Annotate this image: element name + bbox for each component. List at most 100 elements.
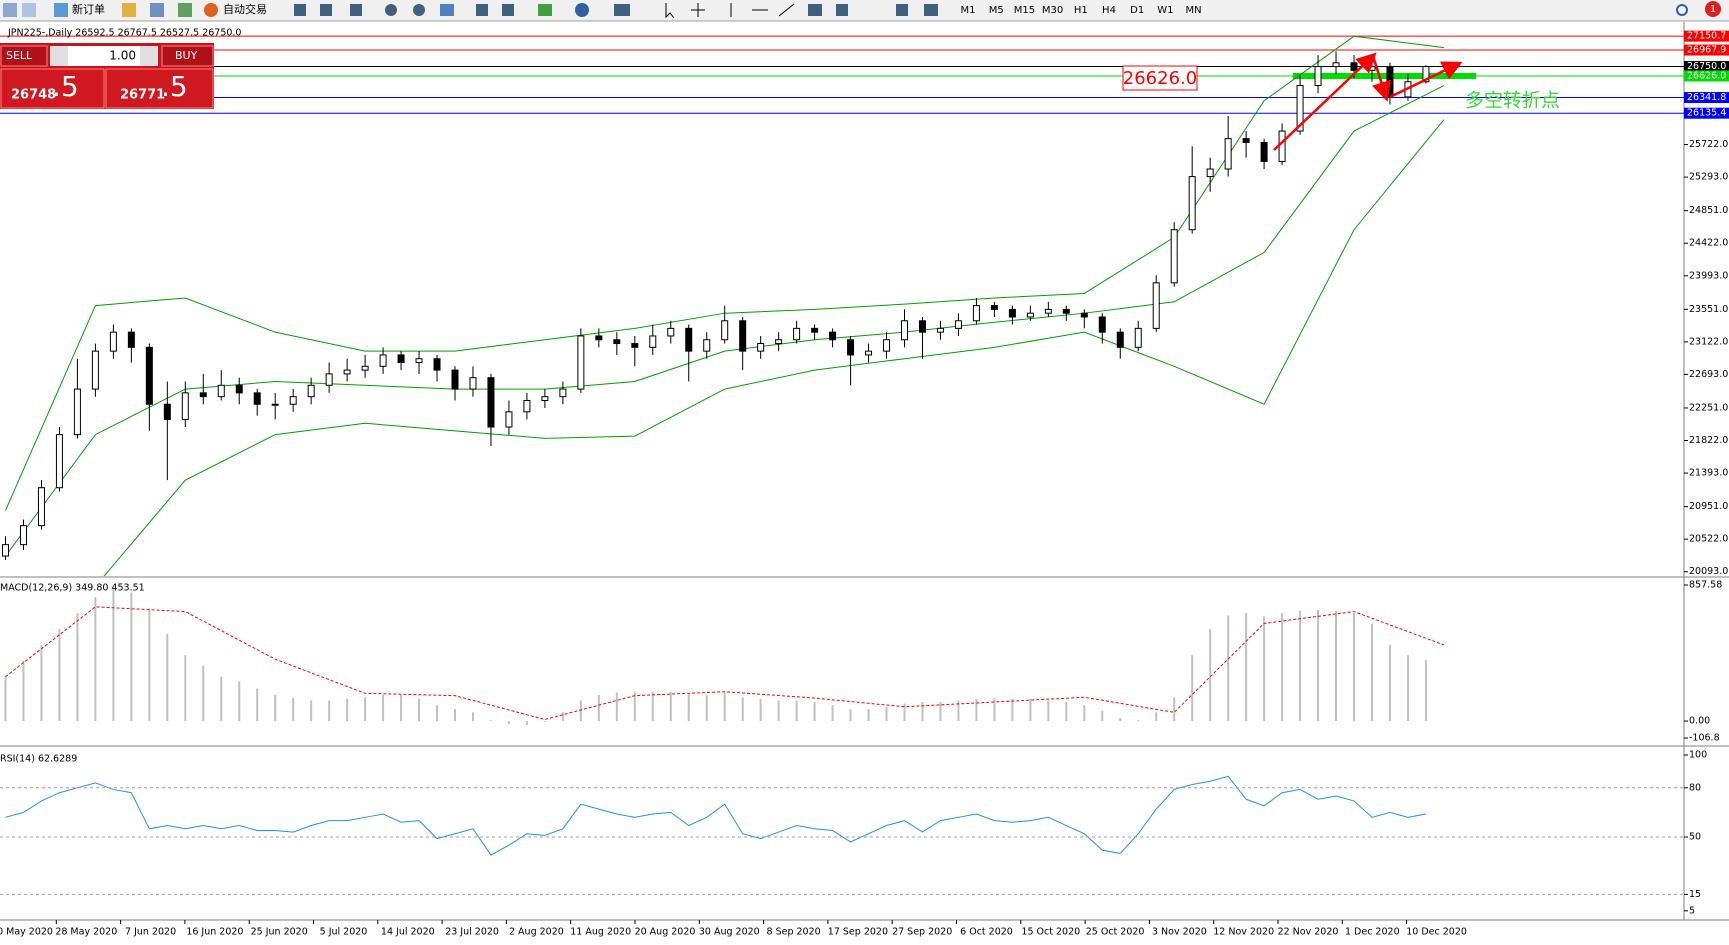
cursor-tool[interactable] <box>665 3 675 19</box>
candle-body <box>757 343 765 352</box>
y-tick-label: 21822.0 <box>1689 435 1728 446</box>
buy-price-box[interactable] <box>105 68 214 109</box>
timeframe-button[interactable]: M1 <box>961 5 976 16</box>
candle-body <box>865 350 873 356</box>
tool-icon[interactable] <box>836 4 848 16</box>
arrow-annotation <box>1273 52 1377 151</box>
buy-button[interactable] <box>161 45 214 67</box>
crosshair-tool[interactable] <box>691 3 705 17</box>
one-click-trading: SELL 1.00 BUY 26748 .5 26771 .5 <box>0 43 214 109</box>
tool-icon[interactable] <box>896 4 908 16</box>
timeframe-button[interactable]: MN <box>1186 5 1202 16</box>
candle-body <box>649 335 657 348</box>
x-tick-label: 25 Oct 2020 <box>1086 927 1145 938</box>
search-icon[interactable] <box>1676 4 1688 16</box>
toolbar-icon[interactable] <box>22 3 36 17</box>
sell-price-box[interactable] <box>0 68 105 109</box>
toolbar-icon[interactable] <box>3 3 17 17</box>
x-tick-label: 12 Nov 2020 <box>1213 927 1274 938</box>
candle-body <box>217 384 225 398</box>
y-tick-label: 50 <box>1689 832 1701 843</box>
x-tick-label: 17 Sep 2020 <box>828 927 888 938</box>
notification-count: 1 <box>1710 4 1716 15</box>
x-tick-label: 25 Jun 2020 <box>251 927 308 938</box>
toolbar-icon[interactable] <box>150 3 164 17</box>
note-annotation: 多空转折点 <box>1465 90 1560 112</box>
tool-icon[interactable] <box>614 4 630 16</box>
auto-trading-icon[interactable] <box>204 3 218 17</box>
toolbar-icon[interactable] <box>122 3 136 17</box>
tool-icon[interactable] <box>350 4 362 16</box>
tool-icon[interactable] <box>502 4 514 16</box>
timeframe-button[interactable]: M5 <box>989 5 1004 16</box>
tool-icon[interactable] <box>320 4 332 16</box>
price-label: 26750.0 <box>1687 61 1726 72</box>
candle-body <box>1170 229 1178 284</box>
candle-body <box>523 399 531 413</box>
tool-icon[interactable] <box>538 4 552 16</box>
tool-icon[interactable] <box>294 4 306 16</box>
candle-body <box>73 388 81 436</box>
y-tick-label: -106.8 <box>1689 733 1720 744</box>
chart-tools <box>294 3 938 19</box>
candle-body <box>901 320 908 341</box>
candle-body <box>433 358 441 371</box>
candle-body <box>1152 282 1160 329</box>
y-tick-label: 857.58 <box>1689 580 1722 591</box>
candle-body <box>559 388 567 398</box>
candle-body <box>19 525 27 546</box>
timeframe-button[interactable]: H4 <box>1102 5 1116 16</box>
price-label-bg <box>1684 92 1729 104</box>
timeframe-button[interactable]: M15 <box>1014 5 1035 16</box>
candle-body <box>1296 85 1304 132</box>
candle-body <box>954 320 962 329</box>
volume-value: 1.00 <box>109 49 136 63</box>
x-tick-label: 20 May 2020 <box>0 927 53 938</box>
y-tick-label: 80 <box>1689 782 1701 793</box>
y-tick-label: 25722.0 <box>1689 139 1728 150</box>
price-label-bg <box>1684 107 1729 119</box>
timeframe-button[interactable]: H1 <box>1074 5 1088 16</box>
candle-body <box>1134 327 1142 348</box>
x-tick-label: 8 Sep 2020 <box>767 927 821 938</box>
y-tick-label: 100 <box>1689 750 1707 761</box>
auto-trading-button[interactable]: 自动交易 <box>223 2 267 16</box>
bollinger-lower <box>103 119 1445 576</box>
toolbar-icon[interactable] <box>178 3 192 17</box>
candle-body <box>631 343 639 348</box>
x-tick-label: 30 Aug 2020 <box>699 927 760 938</box>
tool-icon[interactable] <box>476 4 488 16</box>
timeframe-button[interactable]: M30 <box>1042 5 1063 16</box>
y-tick-label: 21393.0 <box>1689 468 1728 479</box>
candle-body <box>1224 138 1232 170</box>
candle-body <box>505 411 513 428</box>
zoom-in[interactable] <box>385 4 397 16</box>
timeframe-button[interactable]: W1 <box>1157 5 1173 16</box>
new-order-icon[interactable] <box>54 3 68 17</box>
chart-layers: 20093.0 20522.0 20951.0 21393.0 21822.0 22251… <box>0 28 1729 938</box>
candle-body <box>1026 312 1034 318</box>
trendline-tool[interactable] <box>778 3 795 17</box>
volume-down[interactable] <box>50 46 68 66</box>
tool-icon[interactable] <box>924 4 938 16</box>
x-tick-label: 20 Aug 2020 <box>635 927 696 938</box>
zoom-out[interactable] <box>413 4 425 16</box>
volume-up[interactable] <box>140 46 158 66</box>
candle-body <box>972 305 980 322</box>
notification-badge[interactable] <box>1705 1 1721 17</box>
candle-body <box>883 339 891 352</box>
tool-icon[interactable] <box>575 3 589 17</box>
candle-body <box>1422 66 1430 83</box>
candle-body <box>343 369 351 375</box>
tool-icon[interactable] <box>440 4 454 16</box>
sell-button[interactable] <box>0 45 48 67</box>
timeframe-button[interactable]: D1 <box>1130 5 1144 16</box>
toolbar <box>0 0 1729 21</box>
price-label: 27150.7 <box>1687 31 1726 42</box>
volume-input[interactable] <box>68 46 140 66</box>
price-label: 26135.4 <box>1687 108 1726 119</box>
candle-body <box>1080 312 1088 318</box>
new-order-button[interactable]: 新订单 <box>72 2 105 16</box>
tool-icon[interactable] <box>808 4 822 16</box>
